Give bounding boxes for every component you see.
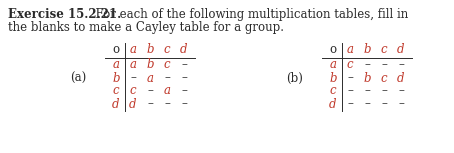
Text: Exercise 15.2.21.: Exercise 15.2.21. xyxy=(8,8,121,21)
Text: c: c xyxy=(330,84,336,97)
Text: c: c xyxy=(381,71,387,84)
Text: the blanks to make a Cayley table for a group.: the blanks to make a Cayley table for a … xyxy=(8,21,284,34)
Text: –: – xyxy=(181,84,187,97)
Text: a: a xyxy=(147,71,153,84)
Text: a: a xyxy=(330,58,336,71)
Text: –: – xyxy=(398,84,404,97)
Text: For each of the following multiplication tables, fill in: For each of the following multiplication… xyxy=(88,8,408,21)
Text: a: a xyxy=(163,84,171,97)
Text: –: – xyxy=(398,97,404,110)
Text: c: c xyxy=(164,58,170,71)
Text: a: a xyxy=(113,58,119,71)
Text: –: – xyxy=(347,71,353,84)
Text: d: d xyxy=(129,97,137,110)
Text: a: a xyxy=(129,43,137,56)
Text: o: o xyxy=(113,43,119,56)
Text: c: c xyxy=(130,84,136,97)
Text: –: – xyxy=(164,97,170,110)
Text: (b): (b) xyxy=(286,71,303,84)
Text: –: – xyxy=(347,84,353,97)
Text: –: – xyxy=(181,71,187,84)
Text: –: – xyxy=(381,97,387,110)
Text: b: b xyxy=(146,43,154,56)
Text: c: c xyxy=(113,84,119,97)
Text: c: c xyxy=(347,58,353,71)
Text: (a): (a) xyxy=(70,71,86,84)
Text: –: – xyxy=(364,58,370,71)
Text: –: – xyxy=(181,58,187,71)
Text: d: d xyxy=(112,97,120,110)
Text: –: – xyxy=(381,58,387,71)
Text: d: d xyxy=(180,43,188,56)
Text: –: – xyxy=(181,97,187,110)
Text: d: d xyxy=(397,43,405,56)
Text: –: – xyxy=(130,71,136,84)
Text: –: – xyxy=(381,84,387,97)
Text: –: – xyxy=(147,84,153,97)
Text: –: – xyxy=(364,84,370,97)
Text: b: b xyxy=(329,71,337,84)
Text: b: b xyxy=(146,58,154,71)
Text: b: b xyxy=(363,43,371,56)
Text: b: b xyxy=(363,71,371,84)
Text: –: – xyxy=(398,58,404,71)
Text: –: – xyxy=(364,97,370,110)
Text: b: b xyxy=(112,71,120,84)
Text: d: d xyxy=(397,71,405,84)
Text: c: c xyxy=(381,43,387,56)
Text: a: a xyxy=(346,43,354,56)
Text: c: c xyxy=(164,43,170,56)
Text: o: o xyxy=(330,43,336,56)
Text: –: – xyxy=(347,97,353,110)
Text: –: – xyxy=(164,71,170,84)
Text: d: d xyxy=(329,97,337,110)
Text: –: – xyxy=(147,97,153,110)
Text: a: a xyxy=(129,58,137,71)
